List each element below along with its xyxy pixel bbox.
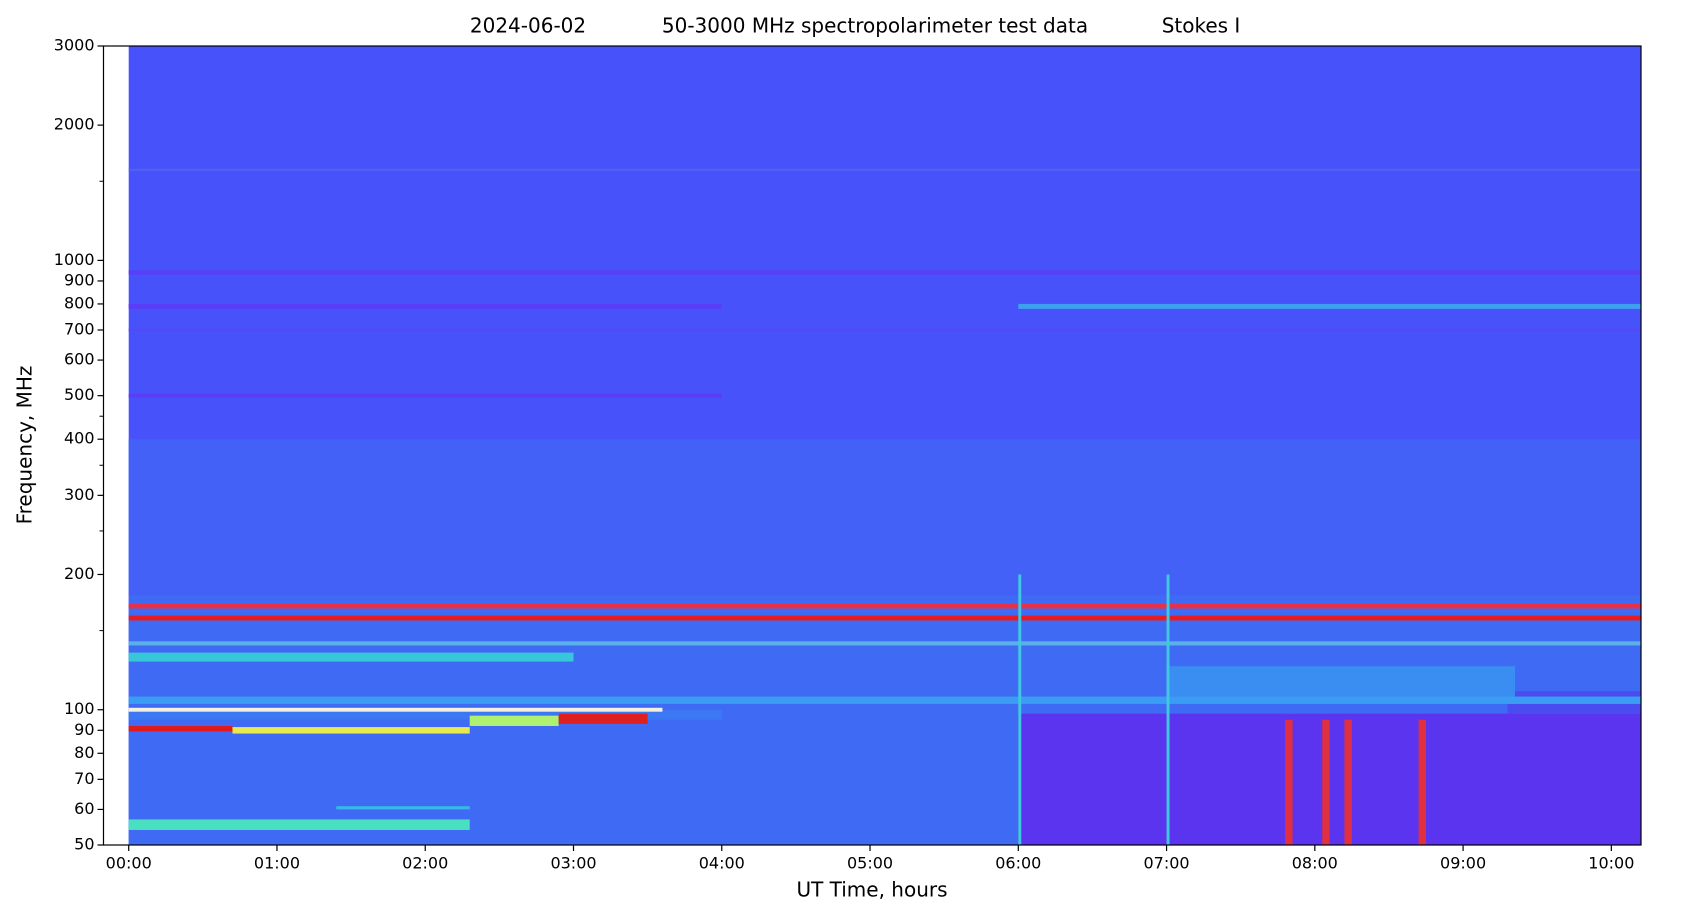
spectrum-feature — [558, 713, 648, 724]
spectrum-feature — [128, 726, 233, 732]
y-tick-label: 200 — [64, 564, 95, 583]
y-tick-label: 1000 — [54, 250, 95, 269]
spectrum-feature — [128, 270, 1641, 275]
spectrum-feature — [128, 615, 1641, 621]
x-tick-label: 08:00 — [1292, 854, 1338, 873]
spectrum-feature — [232, 727, 470, 734]
x-tick-label: 01:00 — [254, 854, 300, 873]
spectrum-feature — [1418, 719, 1427, 845]
y-tick-label: 80 — [74, 743, 94, 762]
y-tick-label: 500 — [64, 385, 95, 404]
spectrum-feature — [128, 641, 1641, 646]
spectrum-feature — [1018, 303, 1641, 309]
spectrum-feature — [1344, 719, 1352, 845]
spectrum-feature — [128, 328, 1641, 332]
y-tick-label: 400 — [64, 429, 95, 448]
title-date: 2024-06-02 — [470, 14, 586, 38]
spectrum-feature — [128, 303, 722, 309]
x-tick-label: 03:00 — [550, 854, 596, 873]
y-tick-label: 2000 — [54, 115, 95, 134]
spectrum-feature — [128, 393, 722, 398]
y-axis-label: Frequency, MHz — [13, 366, 37, 525]
y-tick-label: 50 — [74, 835, 94, 854]
y-tick-label: 800 — [64, 293, 95, 312]
spectrum-feature — [1285, 719, 1293, 845]
spectrum-feature — [1322, 719, 1330, 845]
title: 2024-06-02 50-3000 MHz spectropolarimete… — [470, 14, 1240, 38]
y-tick-label: 100 — [64, 699, 95, 718]
y-tick-label: 70 — [74, 769, 94, 788]
y-tick-label: 300 — [64, 485, 95, 504]
spectrum-feature — [128, 707, 663, 712]
spectrum-feature — [1166, 574, 1170, 845]
x-tick-label: 02:00 — [402, 854, 448, 873]
x-tick-label: 07:00 — [1143, 854, 1189, 873]
title-text: 50-3000 MHz spectropolarimeter test data — [662, 14, 1088, 38]
spectrum-feature — [336, 806, 470, 810]
x-tick-label: 09:00 — [1440, 854, 1486, 873]
y-tick-label: 3000 — [54, 36, 95, 55]
x-tick-label: 00:00 — [106, 854, 152, 873]
spectrum-feature — [128, 819, 470, 830]
y-tick-label: 600 — [64, 350, 95, 369]
spectrum-feature — [128, 696, 1641, 704]
title-stokes: Stokes I — [1162, 14, 1241, 38]
x-tick-label: 05:00 — [847, 854, 893, 873]
x-axis-label: UT Time, hours — [796, 878, 947, 902]
spectrum-feature — [128, 709, 722, 720]
plot-frame — [102, 45, 1642, 846]
spectrum-feature — [128, 603, 1641, 609]
y-tick-label: 700 — [64, 319, 95, 338]
x-tick-label: 04:00 — [699, 854, 745, 873]
x-tick-label: 06:00 — [995, 854, 1041, 873]
spectrum-feature — [469, 715, 559, 727]
spectrum-feature — [128, 439, 1641, 596]
spectrum-feature — [1018, 574, 1022, 845]
x-tick-label: 10:00 — [1588, 854, 1634, 873]
spectrum-feature — [1166, 666, 1515, 697]
y-tick-label: 90 — [74, 720, 94, 739]
y-tick-label: 900 — [64, 270, 95, 289]
spectrum-feature — [128, 652, 574, 662]
y-tick-label: 60 — [74, 799, 94, 818]
spectrum-feature — [128, 168, 1641, 172]
